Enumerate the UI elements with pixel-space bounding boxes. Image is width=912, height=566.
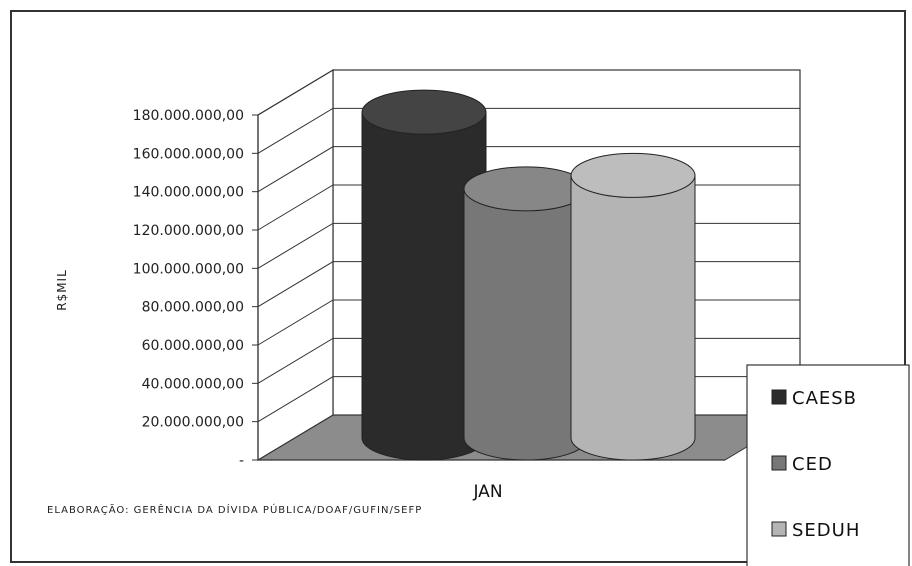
bar-top [463,166,589,212]
bar-ced [463,166,589,461]
legend-swatch [771,521,787,537]
y-tick-label: 80.000.000,00 [142,300,244,316]
y-tick-label: - [239,453,244,469]
x-category-label: JAN [472,482,502,502]
y-axis-ticks: - 20.000.000,00 40.000.000,00 60.000.000,00… [133,108,725,469]
legend: CAESB CED SEDUH [746,364,910,566]
side-wall [257,68,334,462]
bar-top [361,89,487,135]
bar-seduh [570,152,696,461]
bar-body [570,174,696,461]
bar-body [463,188,589,461]
source-note: ELABORAÇÃO: GERÊNCIA DA DÍVIDA PÚBLICA/D… [47,503,422,516]
legend-label: CAESB [792,388,857,409]
y-tick-label: 100.000.000,00 [133,261,244,277]
y-tick-label: 40.000.000,00 [142,376,244,392]
legend-label: CED [792,454,833,475]
y-tick-label: 180.000.000,00 [133,108,244,124]
y-tick-label: 60.000.000,00 [142,338,244,354]
gridline [257,107,800,154]
bars [361,89,696,461]
legend-label: SEDUH [792,520,860,541]
bar-top [570,152,696,198]
legend-swatch [771,455,787,471]
gridline [257,69,800,116]
y-tick-label: 120.000.000,00 [133,223,244,239]
y-tick-label: 20.000.000,00 [142,415,244,431]
y-tick-label: 140.000.000,00 [133,185,244,201]
y-axis-label: R$MIL [55,269,69,311]
bar-caesb [361,89,487,461]
legend-swatch [771,389,787,405]
y-tick-label: 160.000.000,00 [133,146,244,162]
gridline [257,146,800,193]
